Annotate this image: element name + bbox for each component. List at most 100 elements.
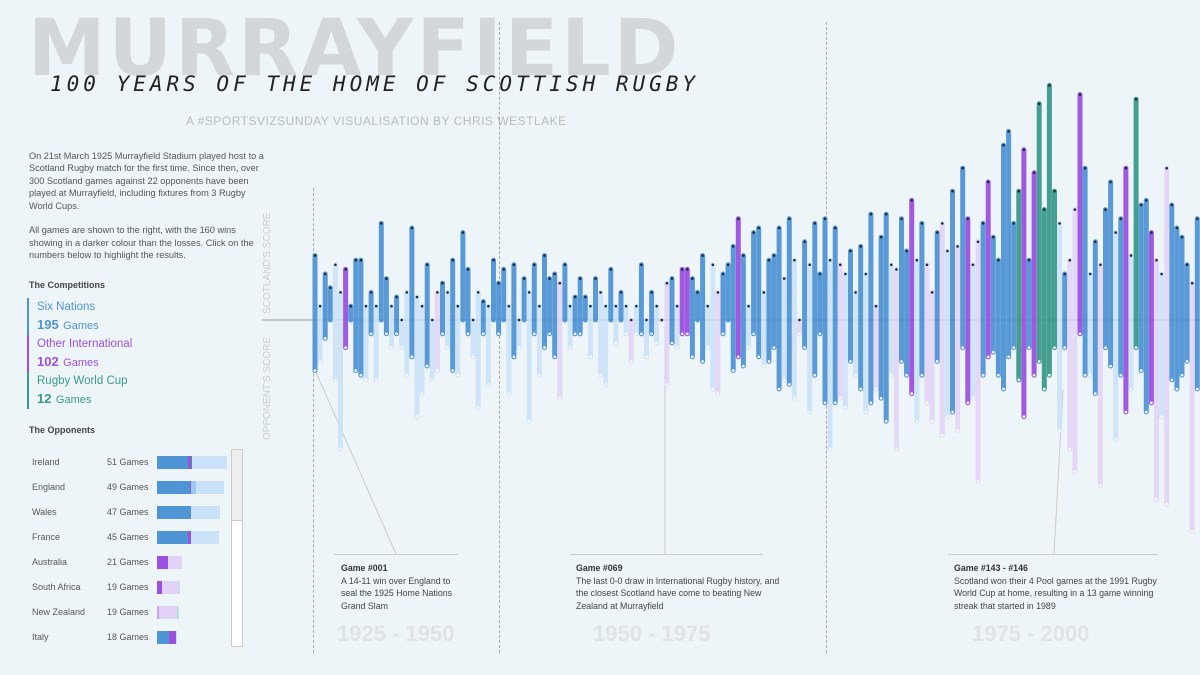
- game-bar[interactable]: [899, 216, 904, 364]
- game-bar[interactable]: [975, 239, 981, 484]
- game-bar[interactable]: [1179, 234, 1185, 378]
- game-bar[interactable]: [608, 266, 614, 323]
- game-bar[interactable]: [684, 266, 690, 337]
- competition-count[interactable]: 102: [37, 354, 59, 369]
- game-bar[interactable]: [995, 257, 1001, 378]
- competition-count[interactable]: 195: [37, 317, 59, 332]
- game-bar[interactable]: [710, 262, 716, 392]
- game-bar[interactable]: [649, 289, 655, 337]
- game-bar[interactable]: [1077, 92, 1083, 337]
- game-bar[interactable]: [445, 289, 451, 351]
- game-bar[interactable]: [914, 257, 920, 424]
- game-bar[interactable]: [909, 197, 915, 397]
- game-bar[interactable]: [450, 257, 456, 374]
- game-bar[interactable]: [1174, 225, 1180, 392]
- game-bar[interactable]: [1169, 202, 1175, 383]
- game-bar[interactable]: [730, 243, 736, 374]
- game-bar[interactable]: [1011, 220, 1017, 351]
- game-bar[interactable]: [888, 262, 894, 378]
- game-bar[interactable]: [1036, 101, 1042, 364]
- game-bar[interactable]: [414, 294, 420, 420]
- game-bar[interactable]: [878, 234, 884, 401]
- game-bar[interactable]: [465, 266, 471, 337]
- game-bar[interactable]: [934, 230, 940, 364]
- game-bar[interactable]: [353, 257, 359, 374]
- game-bar[interactable]: [1159, 271, 1165, 420]
- game-bar[interactable]: [1164, 165, 1170, 507]
- game-bar[interactable]: [638, 262, 644, 337]
- game-bar[interactable]: [389, 303, 394, 351]
- opponent-row[interactable]: Wales 47 Games: [32, 505, 232, 519]
- game-bar[interactable]: [746, 303, 751, 351]
- game-bar[interactable]: [822, 216, 828, 406]
- game-bar[interactable]: [628, 317, 634, 364]
- game-bar[interactable]: [1001, 142, 1006, 392]
- game-bar[interactable]: [368, 289, 374, 337]
- game-bar[interactable]: [409, 225, 415, 360]
- game-bar[interactable]: [1184, 262, 1190, 364]
- game-bar[interactable]: [1092, 239, 1098, 397]
- game-bar[interactable]: [797, 317, 802, 337]
- game-bar[interactable]: [679, 266, 685, 337]
- game-bar[interactable]: [1021, 147, 1027, 420]
- game-bar[interactable]: [496, 280, 502, 337]
- game-bar[interactable]: [399, 317, 405, 351]
- game-bar[interactable]: [587, 303, 593, 360]
- game-bar[interactable]: [705, 303, 711, 351]
- game-bar[interactable]: [924, 262, 930, 406]
- game-bar[interactable]: [883, 211, 889, 424]
- game-bar[interactable]: [1052, 188, 1057, 351]
- game-bar[interactable]: [904, 248, 910, 378]
- game-bar[interactable]: [873, 303, 879, 392]
- competition-six-nations[interactable]: Six Nations 195 Games: [27, 298, 99, 335]
- game-bar[interactable]: [582, 294, 588, 323]
- game-bar[interactable]: [424, 262, 430, 369]
- scrollbar-thumb[interactable]: [232, 450, 242, 521]
- game-bar[interactable]: [1031, 170, 1037, 378]
- game-bar[interactable]: [1138, 202, 1144, 374]
- game-bar[interactable]: [470, 317, 476, 360]
- game-bar[interactable]: [1108, 179, 1114, 369]
- game-bar[interactable]: [429, 317, 435, 383]
- competition-other-international[interactable]: Other International 102 Games: [27, 335, 132, 372]
- game-bar[interactable]: [475, 289, 481, 410]
- game-bar[interactable]: [1118, 216, 1124, 378]
- game-bar[interactable]: [644, 317, 649, 360]
- game-bar[interactable]: [1062, 271, 1068, 351]
- game-bar[interactable]: [791, 257, 797, 401]
- game-bar[interactable]: [802, 239, 808, 351]
- game-bar[interactable]: [322, 271, 328, 341]
- game-bar[interactable]: [837, 262, 843, 401]
- game-bar[interactable]: [460, 230, 466, 323]
- game-bar[interactable]: [332, 262, 338, 383]
- game-bar[interactable]: [960, 165, 966, 351]
- game-bar[interactable]: [480, 299, 486, 337]
- game-bar[interactable]: [965, 216, 971, 406]
- competition-count[interactable]: 12: [37, 391, 52, 406]
- game-bar[interactable]: [618, 289, 624, 323]
- game-bar[interactable]: [598, 289, 604, 378]
- game-bar[interactable]: [358, 257, 364, 378]
- game-bar[interactable]: [577, 276, 583, 337]
- game-bar[interactable]: [868, 211, 874, 406]
- game-bar[interactable]: [776, 225, 782, 392]
- game-bar[interactable]: [695, 289, 700, 323]
- game-bar[interactable]: [781, 276, 787, 383]
- game-bar[interactable]: [557, 280, 563, 401]
- game-bar[interactable]: [853, 289, 859, 378]
- game-bar[interactable]: [1143, 197, 1149, 415]
- game-bar[interactable]: [832, 225, 838, 406]
- game-bar[interactable]: [485, 303, 491, 387]
- game-bar[interactable]: [327, 285, 333, 323]
- game-bar[interactable]: [1154, 257, 1159, 502]
- opponents-scrollbar[interactable]: [231, 449, 243, 647]
- game-bar[interactable]: [669, 276, 675, 346]
- game-bar[interactable]: [1123, 165, 1129, 415]
- game-bar[interactable]: [536, 303, 542, 378]
- game-bar[interactable]: [1026, 257, 1032, 351]
- game-bar[interactable]: [593, 276, 598, 323]
- game-bar[interactable]: [674, 303, 680, 351]
- game-bar[interactable]: [720, 271, 726, 337]
- game-bar[interactable]: [1082, 165, 1088, 378]
- game-bar[interactable]: [542, 253, 547, 351]
